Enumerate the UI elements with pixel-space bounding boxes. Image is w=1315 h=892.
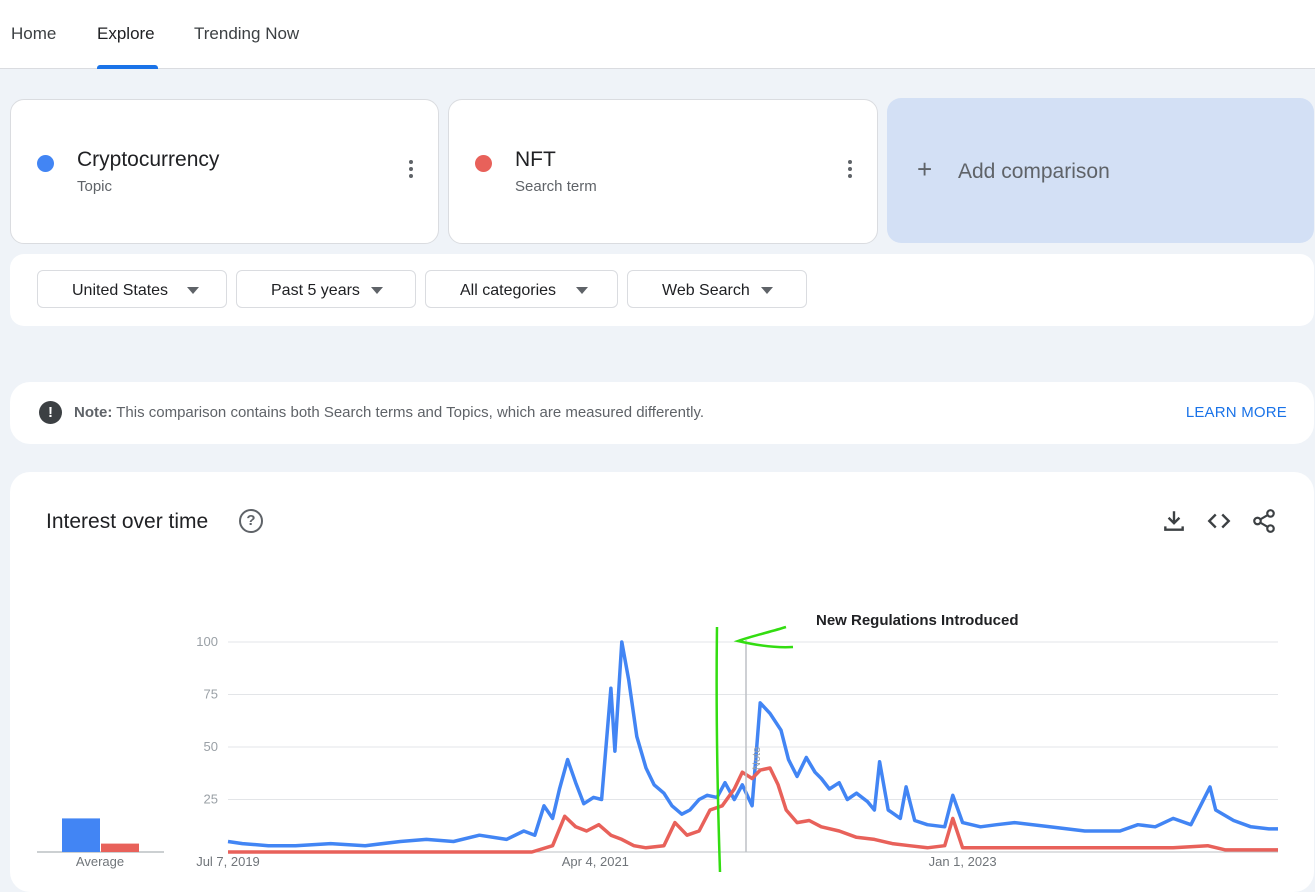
filter-search-type[interactable]: Web Search (627, 270, 807, 308)
embed-code-icon[interactable] (1206, 508, 1232, 534)
filter-label: United States (72, 282, 169, 299)
series-color-dot (475, 155, 492, 172)
chart-title: Interest over time (46, 510, 209, 533)
term-card-nft[interactable]: NFT Search term (448, 99, 878, 244)
plus-icon: + (917, 154, 933, 184)
filter-bar: United States Past 5 years All categorie… (10, 254, 1314, 326)
term-card-cryptocurrency[interactable]: Cryptocurrency Topic (10, 99, 439, 244)
share-icon[interactable] (1251, 508, 1277, 534)
tab-explore[interactable]: Explore (97, 24, 155, 43)
caret-down-icon (371, 287, 383, 294)
note-message: This comparison contains both Search ter… (116, 404, 705, 421)
add-comparison-button[interactable]: + Add comparison (887, 98, 1314, 243)
filter-label: All categories (460, 282, 557, 299)
term-type: Topic (77, 178, 113, 195)
filter-time-range[interactable]: Past 5 years (236, 270, 416, 308)
filter-label: Web Search (662, 282, 750, 299)
download-icon[interactable] (1161, 508, 1187, 534)
more-options-icon[interactable] (406, 160, 416, 182)
term-type: Search term (515, 178, 597, 195)
caret-down-icon (187, 287, 199, 294)
add-comparison-label: Add comparison (958, 160, 1110, 183)
note-prefix: Note: (74, 404, 113, 421)
interest-over-time-card: Interest over time ? (10, 472, 1314, 892)
help-icon[interactable]: ? (239, 509, 263, 533)
note-banner: ! Note: This comparison contains both Se… (10, 382, 1314, 444)
series-color-dot (37, 155, 54, 172)
exclamation-icon: ! (39, 401, 62, 424)
caret-down-icon (576, 287, 588, 294)
tab-trending-now[interactable]: Trending Now (194, 24, 300, 43)
caret-down-icon (761, 287, 773, 294)
tab-home[interactable]: Home (11, 24, 57, 43)
term-name[interactable]: NFT (515, 148, 556, 171)
active-tab-indicator (97, 65, 158, 69)
more-options-icon[interactable] (845, 160, 855, 182)
note-text: Note: This comparison contains both Sear… (74, 404, 704, 421)
filter-category[interactable]: All categories (425, 270, 618, 308)
top-nav: Home Explore Trending Now (0, 0, 1315, 69)
filter-region[interactable]: United States (37, 270, 227, 308)
learn-more-link[interactable]: LEARN MORE (1185, 404, 1287, 421)
term-name[interactable]: Cryptocurrency (77, 148, 220, 171)
filter-label: Past 5 years (271, 282, 360, 299)
